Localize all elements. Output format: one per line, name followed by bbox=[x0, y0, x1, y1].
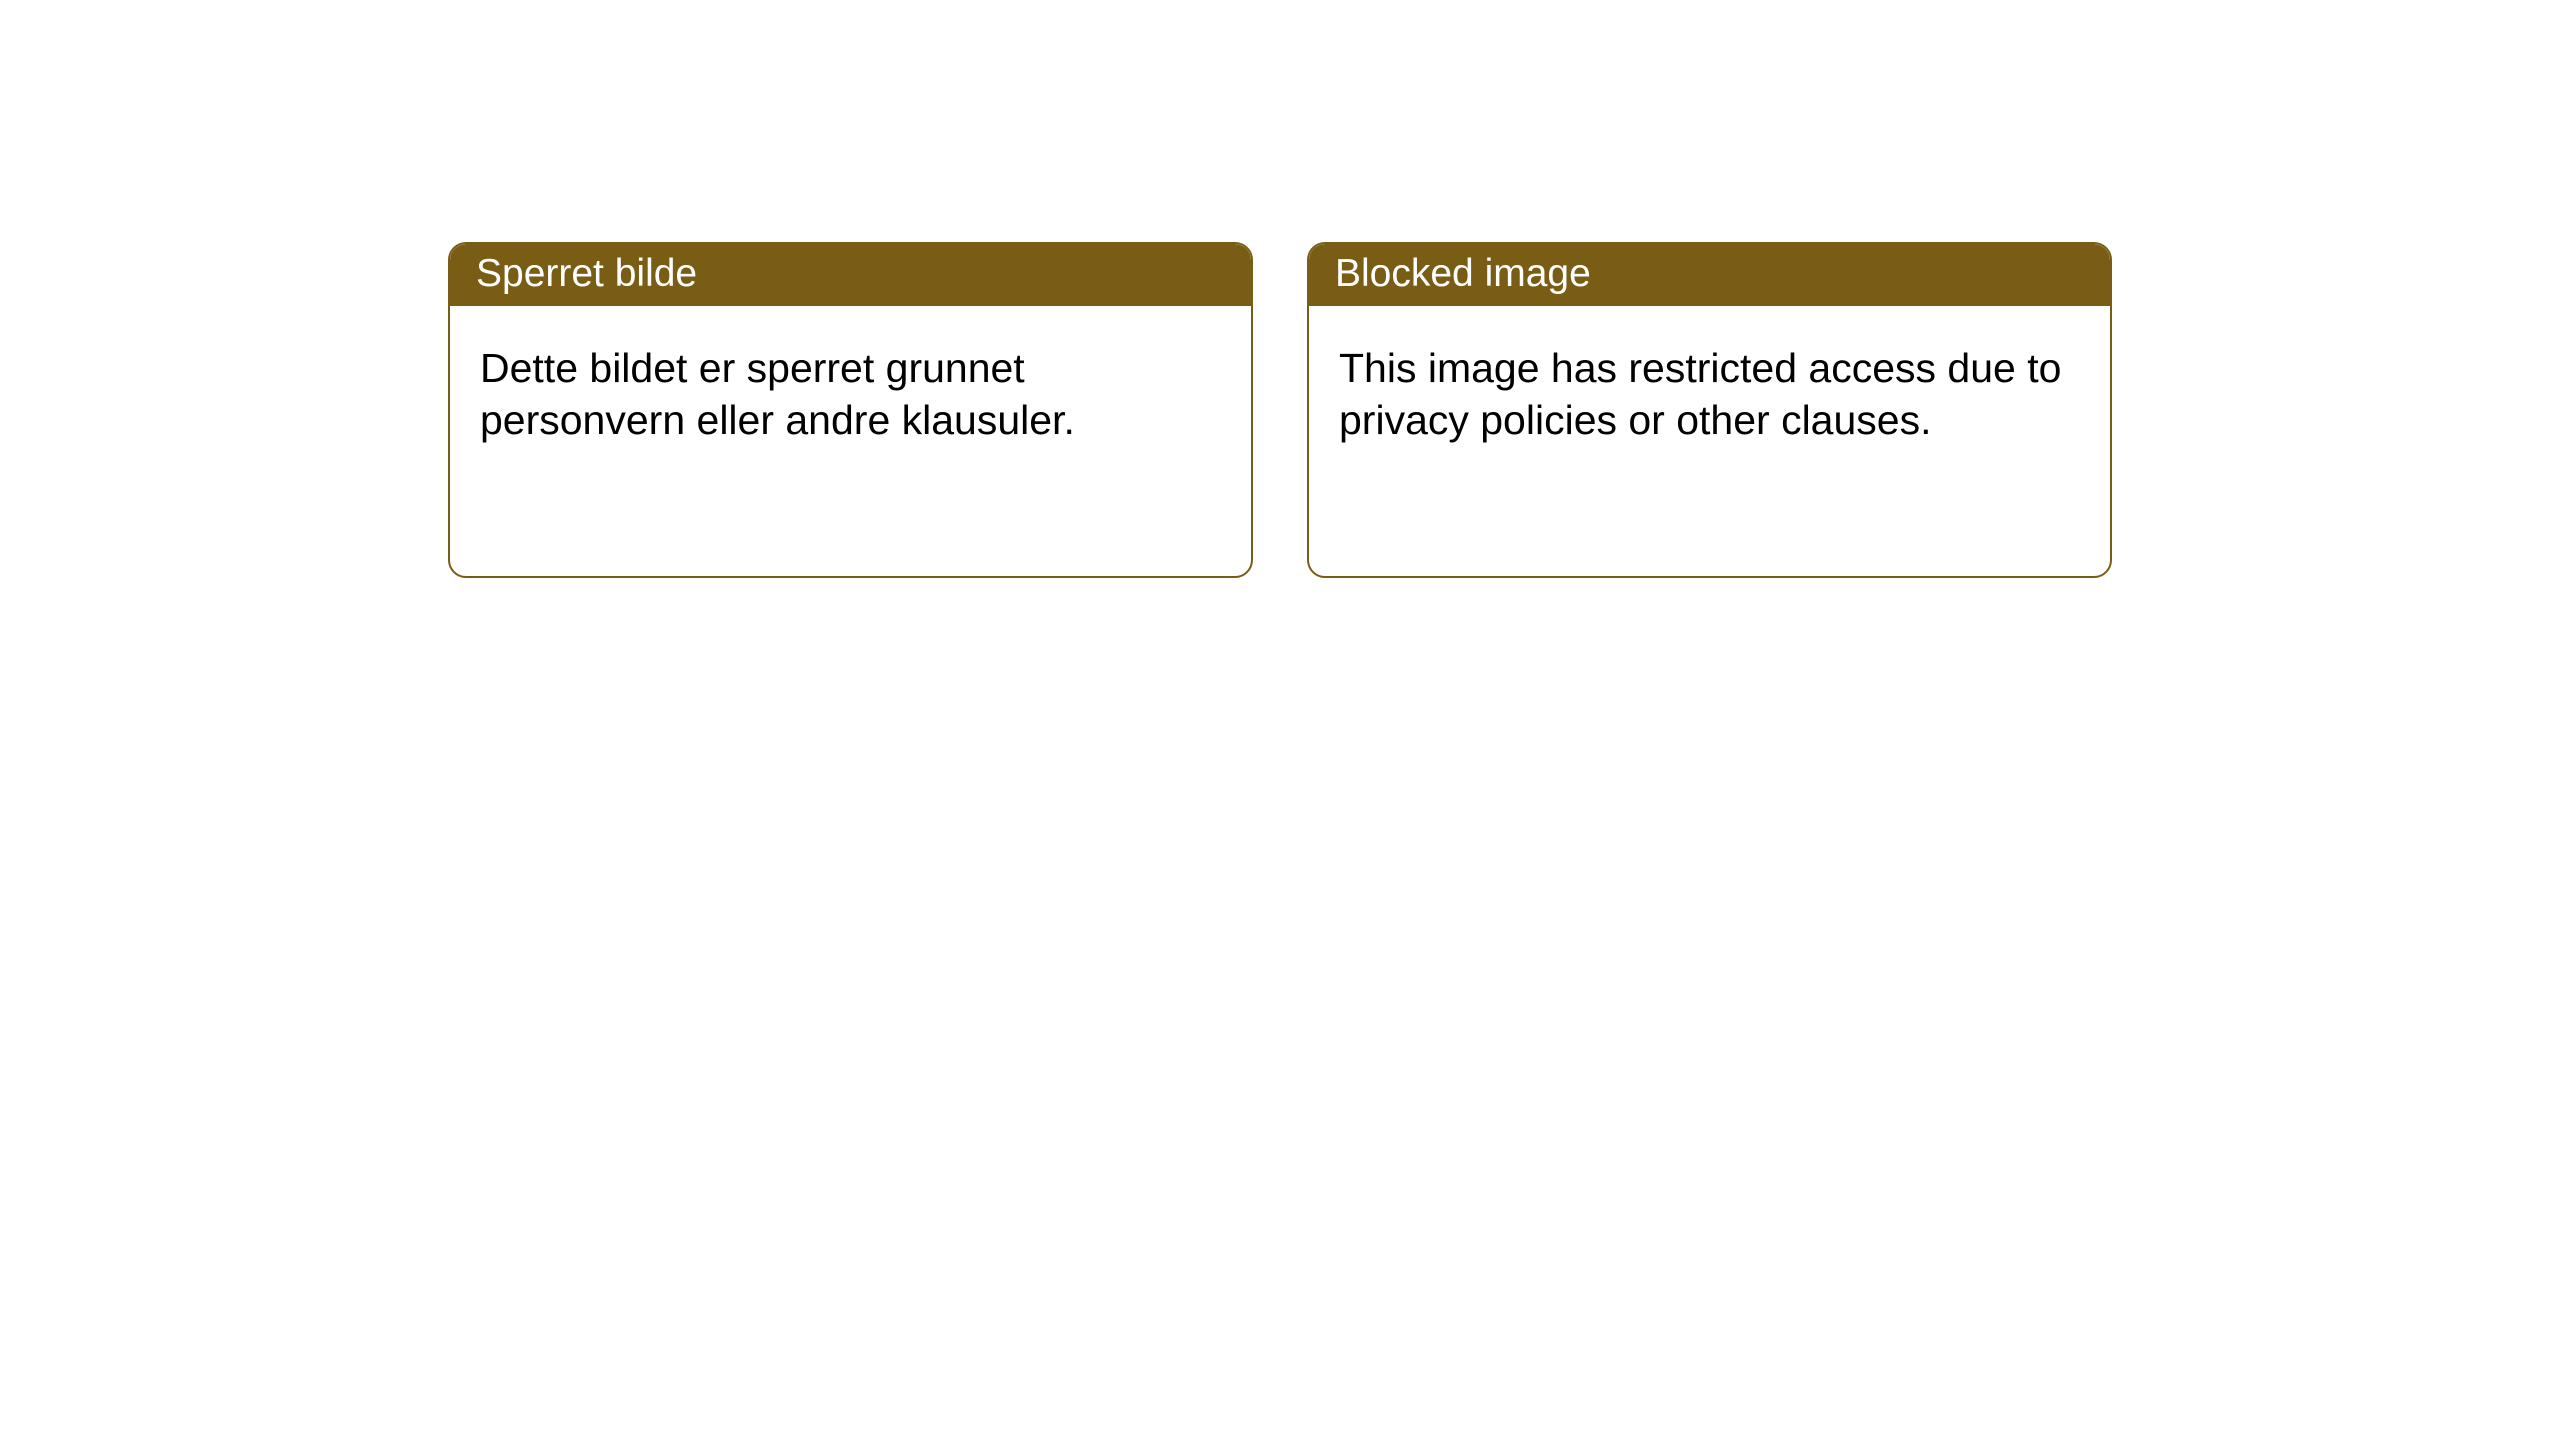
notice-body-english: This image has restricted access due to … bbox=[1309, 306, 2110, 477]
notice-card-norwegian: Sperret bilde Dette bildet er sperret gr… bbox=[448, 242, 1253, 578]
notice-title-norwegian: Sperret bilde bbox=[450, 244, 1251, 306]
notice-container: Sperret bilde Dette bildet er sperret gr… bbox=[448, 242, 2112, 1440]
notice-body-norwegian: Dette bildet er sperret grunnet personve… bbox=[450, 306, 1251, 477]
notice-title-english: Blocked image bbox=[1309, 244, 2110, 306]
notice-card-english: Blocked image This image has restricted … bbox=[1307, 242, 2112, 578]
